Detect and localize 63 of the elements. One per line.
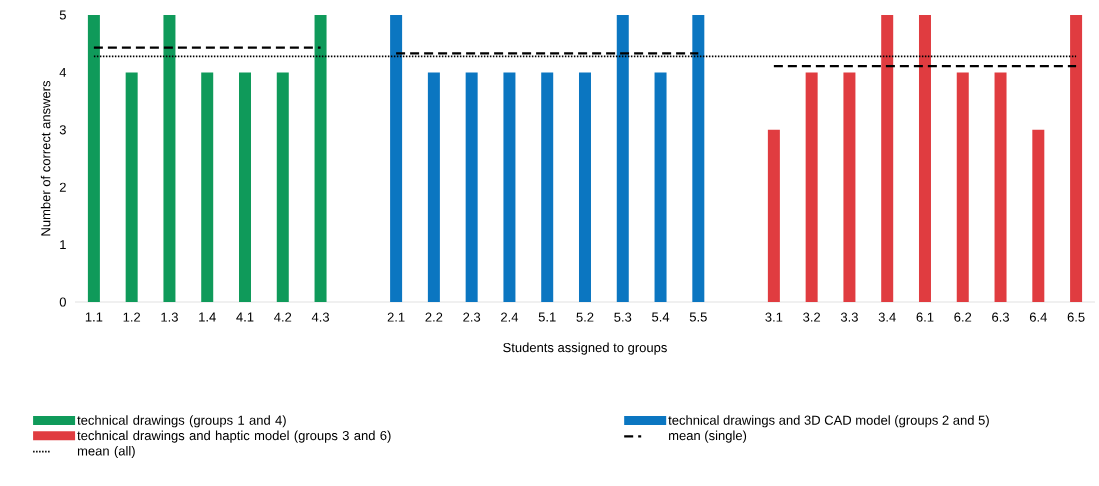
y-tick-label: 3	[59, 125, 66, 135]
x-tick-label: 6.1	[916, 312, 934, 322]
x-tick-label: 5.2	[576, 312, 594, 322]
bar	[465, 72, 478, 302]
bar	[843, 72, 856, 302]
bar	[578, 72, 591, 302]
legend-label: mean (all)	[77, 445, 135, 459]
x-tick-label: 2.3	[463, 312, 481, 322]
x-tick-label: 1.1	[85, 312, 103, 322]
x-tick-label: 6.2	[954, 312, 972, 322]
bar	[692, 15, 705, 302]
bar	[1032, 129, 1045, 302]
x-tick-label: 3.2	[803, 312, 821, 322]
y-tick-label: 1	[60, 240, 66, 250]
bar	[805, 72, 818, 302]
y-axis-title: Number of correct answers	[40, 80, 51, 236]
bar	[163, 15, 176, 302]
x-tick-label: 4.3	[311, 312, 330, 322]
x-tick-label: 3.1	[765, 312, 783, 322]
x-tick-label: 6.4	[1029, 312, 1047, 322]
bar	[654, 72, 667, 302]
bar	[314, 15, 327, 302]
legend-label: technical drawings (groups 1 and 4)	[77, 415, 286, 428]
x-tick-label: 2.2	[425, 312, 443, 322]
x-tick-label: 6.5	[1067, 312, 1085, 322]
legend-label: technical drawings and 3D CAD model (groups 2 and 5)	[668, 415, 989, 428]
bar	[201, 72, 214, 302]
x-tick-label: 4.1	[236, 312, 254, 322]
y-tick-label: 2	[59, 182, 66, 192]
bar	[427, 72, 440, 302]
bar	[918, 15, 931, 302]
bar	[87, 15, 100, 302]
x-tick-label: 3.3	[840, 312, 858, 322]
x-tick-label: 4.2	[274, 312, 292, 322]
x-tick-label: 1.4	[199, 312, 216, 322]
bar	[276, 72, 289, 302]
x-tick-label: 1.2	[123, 312, 141, 322]
bar	[1070, 15, 1083, 302]
bar	[390, 15, 403, 302]
y-tick-label: 0	[59, 297, 66, 307]
legend-label: technical drawings and haptic model (groups 3 and 6)	[77, 430, 391, 443]
bar	[239, 72, 251, 302]
bar	[881, 15, 894, 302]
y-tick-label: 4	[59, 67, 67, 77]
bar	[994, 72, 1007, 302]
y-tick-label: 5	[59, 10, 66, 20]
legend-label: mean (single)	[669, 430, 747, 443]
bar	[503, 72, 516, 302]
x-tick-label: 5.5	[689, 312, 707, 322]
bar	[616, 15, 629, 302]
bar	[125, 72, 138, 302]
bar	[541, 72, 554, 302]
x-axis-title: Students assigned to groups	[503, 342, 667, 355]
x-tick-label: 5.4	[652, 312, 670, 322]
x-tick-label: 3.4	[878, 312, 896, 322]
bar	[767, 129, 780, 302]
x-tick-label: 6.3	[992, 312, 1009, 322]
x-tick-label: 1.3	[161, 312, 178, 322]
bar	[956, 72, 969, 302]
x-tick-label: 2.1	[387, 312, 405, 322]
x-tick-label: 5.1	[538, 312, 556, 322]
x-tick-label: 5.3	[614, 312, 632, 322]
x-tick-label: 2.4	[501, 312, 519, 322]
